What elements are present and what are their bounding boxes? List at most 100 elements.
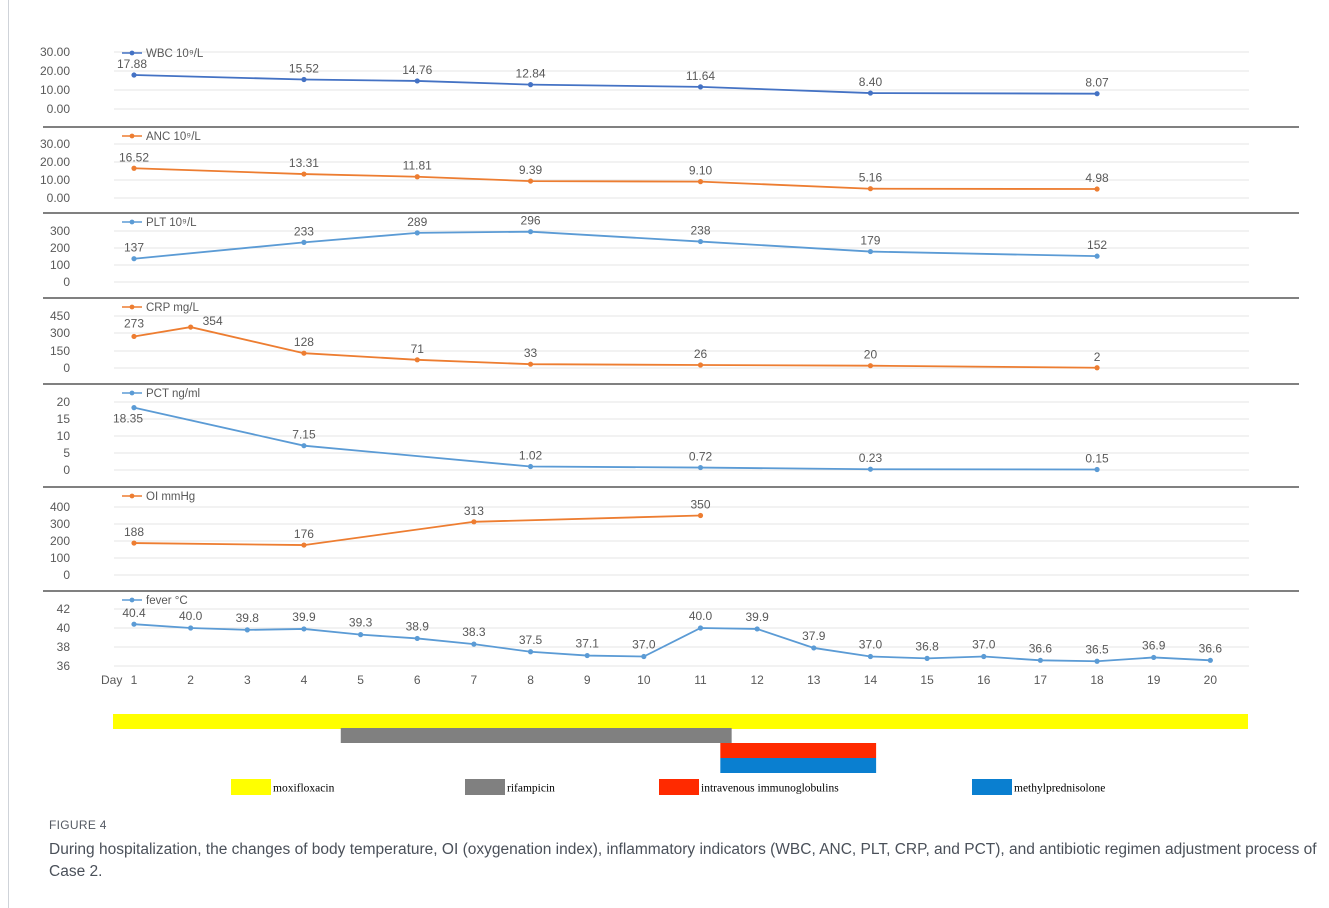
data-point <box>1207 657 1213 663</box>
series-line <box>133 167 1098 190</box>
y-tick-label: 200 <box>50 534 70 548</box>
medication-legend-swatch <box>659 779 699 795</box>
series-line <box>133 406 1098 471</box>
data-label: 8.40 <box>859 75 883 89</box>
data-label: 8.07 <box>1085 76 1109 90</box>
figure-caption: During hospitalization, the changes of b… <box>49 841 1317 880</box>
y-tick-label: 30.00 <box>40 137 70 151</box>
data-point <box>471 519 477 525</box>
data-point <box>697 238 704 245</box>
data-point <box>414 78 420 84</box>
data-point <box>1094 658 1100 664</box>
data-point <box>414 635 420 642</box>
x-tick-label: 13 <box>807 673 821 687</box>
data-label: 38.9 <box>406 619 430 633</box>
data-label: 179 <box>860 234 880 248</box>
data-label: 350 <box>690 498 710 512</box>
medication-legend-label: intravenous immunoglobulins <box>701 783 839 795</box>
data-label: 296 <box>521 214 541 228</box>
data-point <box>754 626 760 632</box>
data-label: 14.76 <box>402 63 432 77</box>
data-label: 354 <box>203 314 223 328</box>
legend-label: PCT ng/ml <box>146 388 200 400</box>
x-tick-label: 11 <box>694 673 707 687</box>
x-tick-label: 17 <box>1034 673 1048 687</box>
data-label: 33 <box>524 346 538 360</box>
x-tick-label: 4 <box>301 673 308 687</box>
data-label: 18.35 <box>113 412 143 426</box>
y-tick-label: 0 <box>63 361 70 375</box>
data-label: 37.0 <box>972 638 996 652</box>
data-label: 9.10 <box>689 164 713 178</box>
data-label: 11.64 <box>686 69 715 83</box>
y-tick-label: 0 <box>63 463 70 477</box>
data-point <box>697 362 704 368</box>
x-tick-label: 5 <box>357 673 364 687</box>
data-label: 39.9 <box>745 610 769 624</box>
data-label: 37.5 <box>519 633 543 647</box>
data-label: 38.3 <box>462 625 486 639</box>
data-label: 128 <box>294 335 314 349</box>
data-point <box>131 621 137 627</box>
x-axis-title: Day <box>101 673 122 687</box>
y-tick-label: 0 <box>63 568 70 582</box>
x-tick-label: 9 <box>584 673 591 687</box>
x-tick-label: 12 <box>750 673 764 687</box>
data-point <box>301 239 307 245</box>
x-tick-label: 18 <box>1090 673 1104 687</box>
data-label: 36.6 <box>1029 641 1053 655</box>
data-point <box>414 357 420 363</box>
data-label: 12.84 <box>516 67 546 81</box>
medication-legend-label: moxifloxacin <box>273 783 335 795</box>
data-point <box>1037 657 1043 663</box>
medication-bar <box>720 743 877 758</box>
data-label: 20 <box>864 348 878 362</box>
legend-label: CRP mg/L <box>146 302 199 314</box>
data-point <box>301 443 307 449</box>
x-tick-label: 3 <box>244 673 251 687</box>
data-point <box>527 82 534 88</box>
y-tick-label: 200 <box>50 241 70 255</box>
data-point <box>697 179 704 185</box>
data-point <box>301 171 307 177</box>
data-label: 0.15 <box>1085 451 1109 465</box>
y-tick-label: 30.00 <box>40 45 70 59</box>
y-tick-label: 300 <box>50 224 70 238</box>
data-point <box>1094 365 1100 371</box>
data-point <box>527 463 534 470</box>
y-tick-label: 42 <box>57 602 71 616</box>
data-label: 37.1 <box>576 637 600 651</box>
x-tick-label: 8 <box>527 673 534 687</box>
data-point <box>811 645 817 651</box>
data-label: 71 <box>411 342 425 356</box>
data-label: 0.23 <box>859 451 883 465</box>
legend-swatch-marker <box>129 133 135 139</box>
data-point <box>924 655 930 662</box>
data-point <box>867 186 874 192</box>
x-tick-label: 2 <box>187 673 194 687</box>
data-label: 36.8 <box>915 639 939 653</box>
medication-legend-label: methylprednisolone <box>1014 783 1105 795</box>
x-tick-label: 15 <box>920 673 934 687</box>
data-label: 11.81 <box>403 159 432 173</box>
data-point <box>697 84 704 90</box>
data-label: 238 <box>690 224 710 238</box>
x-tick-label: 20 <box>1204 673 1218 687</box>
x-tick-label: 16 <box>977 673 991 687</box>
data-label: 37.0 <box>632 638 656 652</box>
data-point <box>131 333 137 340</box>
data-label: 13.31 <box>289 156 319 170</box>
series-line <box>133 74 1098 95</box>
series-line <box>133 514 701 546</box>
data-label: 289 <box>407 215 427 229</box>
data-point <box>867 90 874 96</box>
data-point <box>414 230 420 236</box>
y-tick-label: 10.00 <box>40 83 70 97</box>
data-point <box>981 653 987 660</box>
data-point <box>301 626 307 632</box>
y-tick-label: 20 <box>57 395 71 409</box>
legend-swatch-marker <box>129 390 135 396</box>
y-tick-label: 450 <box>50 309 70 323</box>
data-point <box>1094 466 1100 473</box>
data-point <box>527 229 534 235</box>
